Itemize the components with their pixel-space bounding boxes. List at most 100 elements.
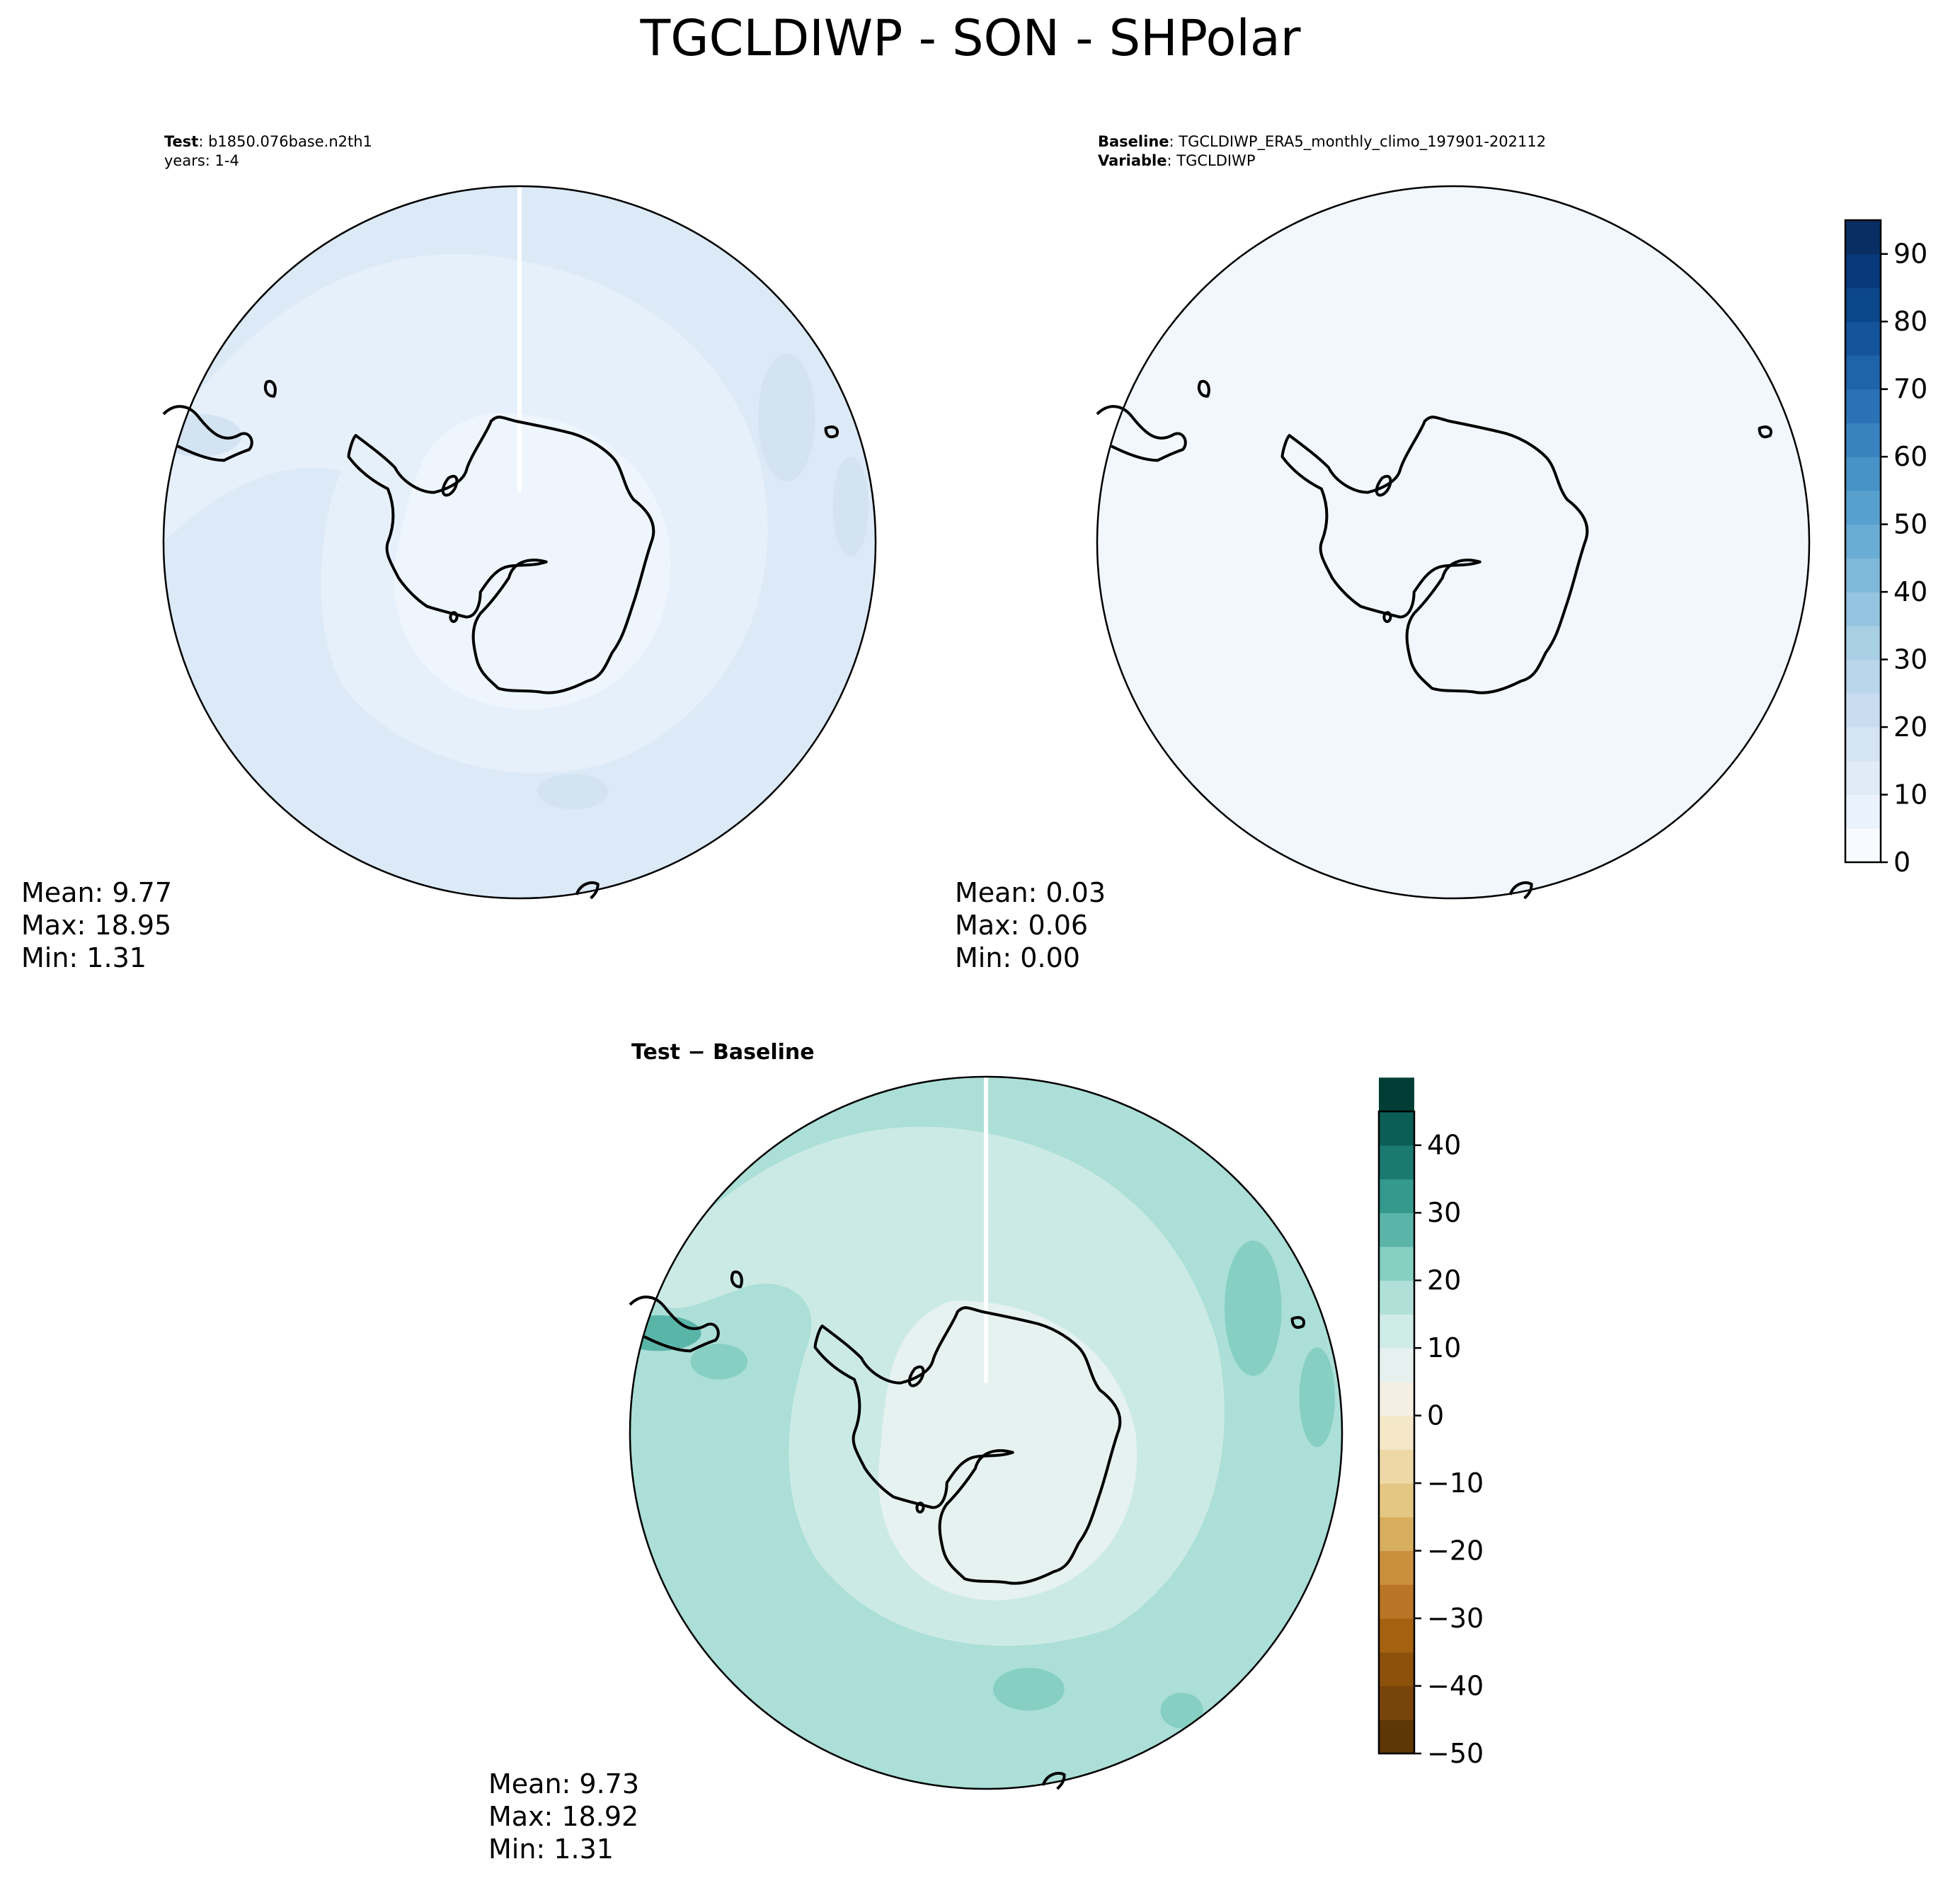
abs-colorbar-segment [1845, 253, 1881, 288]
diff-map [616, 1075, 1343, 1790]
abs-colorbar-segment [1845, 693, 1881, 728]
diff-colorbar-segment [1379, 1077, 1414, 1112]
diff-stat-max: Max: 18.92 [488, 1801, 638, 1832]
abs-colorbar-segment [1845, 794, 1881, 829]
diff-colorbar-segment [1379, 1720, 1414, 1754]
diff-colorbar-segment [1379, 1145, 1414, 1179]
diff-map-feature [630, 1315, 701, 1351]
test-map-feature [758, 353, 815, 482]
diff-colorbar-segment [1379, 1280, 1414, 1315]
abs-colorbar-segment [1845, 592, 1881, 627]
abs-colorbar-tick-label: 0 [1893, 847, 1910, 878]
diff-map-feature [1299, 1347, 1335, 1448]
abs-colorbar-segment [1845, 524, 1881, 559]
baseline-map-fill [1097, 186, 1809, 898]
figure-title: TGCLDIWP - SON - SHPolar [639, 9, 1300, 67]
baseline-label-case: : TGCLDIWP_ERA5_monthly_climo_197901-202… [1169, 133, 1547, 151]
colorbar-difference: −50 −40 −30 −20 −10 0 10 20 30 40 [1377, 1077, 1484, 1769]
diff-colorbar-tick-label: 30 [1427, 1197, 1461, 1228]
variable-label-bold: Variable [1098, 152, 1167, 169]
test-map [156, 185, 877, 900]
abs-colorbar-tick-label: 10 [1893, 779, 1927, 811]
abs-colorbar-segment [1845, 558, 1881, 593]
diff-colorbar-segment [1379, 1348, 1414, 1383]
baseline-stat-mean: Mean: 0.03 [955, 877, 1106, 908]
diff-colorbar-segment [1379, 1584, 1414, 1619]
abs-colorbar-segment [1845, 355, 1881, 390]
test-map-center [394, 413, 671, 710]
abs-colorbar-segment [1845, 220, 1881, 255]
diff-colorbar-segment [1379, 1415, 1414, 1450]
diff-colorbar-frame [1377, 1110, 1416, 1755]
diff-colorbar-segment [1379, 1618, 1414, 1653]
test-stat-min: Min: 1.31 [21, 942, 147, 973]
abs-colorbar-segment [1845, 659, 1881, 694]
abs-colorbar-tick-label: 70 [1893, 374, 1927, 405]
diff-colorbar-segment [1379, 1179, 1414, 1213]
diff-colorbar-segment [1379, 1516, 1414, 1552]
diff-colorbar-tick-label: 10 [1427, 1332, 1461, 1363]
baseline-label-bold: Baseline [1098, 133, 1169, 150]
baseline-stat-max: Max: 0.06 [955, 910, 1088, 941]
diff-colorbar-tick-label: −40 [1427, 1671, 1484, 1702]
baseline-map-boundary [1096, 185, 1811, 900]
test-map-feature [164, 413, 242, 457]
baseline-map [1096, 185, 1811, 900]
abs-colorbar-tick-label: 20 [1893, 711, 1927, 743]
test-label-case: : b1850.076base.n2th1 [198, 133, 372, 150]
test-panel: Test: b1850.076base.n2th1 years: 1-4 Mea… [21, 133, 876, 973]
diff-colorbar-segment [1379, 1483, 1414, 1518]
abs-colorbar-segment [1845, 321, 1881, 356]
baseline-panel-label: Baseline: TGCLDIWP_ERA5_monthly_climo_19… [1098, 133, 1546, 151]
diff-colorbar-segment [1379, 1111, 1414, 1146]
abs-colorbar-tick-label: 30 [1893, 644, 1927, 675]
diff-map-feature [1160, 1693, 1203, 1729]
abs-colorbar-tick-label: 90 [1893, 239, 1927, 270]
diff-map-feature [1225, 1240, 1282, 1376]
abs-colorbar-tick-label: 80 [1893, 306, 1927, 337]
diff-panel-title: Test − Baseline [631, 1040, 815, 1065]
baseline-panel: Baseline: TGCLDIWP_ERA5_monthly_climo_19… [955, 133, 1809, 973]
diff-stat-min: Min: 1.31 [488, 1833, 614, 1865]
diff-colorbar-tick-label: −50 [1427, 1738, 1484, 1769]
diff-map-feature [993, 1667, 1065, 1711]
test-stat-max: Max: 18.95 [21, 910, 171, 941]
test-label-bold: Test [164, 133, 198, 150]
test-panel-years: years: 1-4 [164, 152, 239, 169]
test-stat-mean: Mean: 9.77 [21, 877, 172, 908]
abs-colorbar-frame [1844, 219, 1882, 864]
abs-colorbar-tick-label: 60 [1893, 441, 1927, 472]
test-map-boundary [162, 185, 877, 900]
diff-colorbar-segment [1379, 1314, 1414, 1349]
variable-label-value: : TGCLDIWP [1167, 152, 1255, 169]
diff-colorbar-tick-label: 40 [1427, 1130, 1461, 1161]
diff-colorbar-segment [1379, 1550, 1414, 1585]
baseline-stat-min: Min: 0.00 [955, 942, 1080, 973]
abs-colorbar-segment [1845, 828, 1881, 863]
diff-colorbar-segment [1379, 1381, 1414, 1417]
diff-colorbar-tick-label: 0 [1427, 1400, 1444, 1431]
diff-colorbar-tick-label: −30 [1427, 1603, 1484, 1634]
abs-colorbar-segment [1845, 490, 1881, 525]
diff-map-boundary [629, 1075, 1343, 1790]
abs-colorbar-segment [1845, 287, 1881, 322]
test-map-feature [537, 773, 609, 810]
colorbar-absolute: 0 10 20 30 40 50 60 70 80 90 [1844, 219, 1927, 878]
abs-colorbar-segment [1845, 727, 1881, 762]
diff-colorbar-tick-label: −20 [1427, 1535, 1484, 1567]
diff-colorbar-segment [1379, 1449, 1414, 1484]
diff-colorbar-segment [1379, 1652, 1414, 1687]
abs-colorbar-tick-label: 40 [1893, 576, 1927, 607]
diff-colorbar-tick-label: 20 [1427, 1265, 1461, 1296]
diff-colorbar-segment [1379, 1213, 1414, 1247]
test-panel-label: Test: b1850.076base.n2th1 [164, 133, 372, 150]
diff-stat-mean: Mean: 9.73 [488, 1768, 639, 1800]
abs-colorbar-segment [1845, 625, 1881, 660]
diff-map-feature [690, 1344, 747, 1380]
test-map-feature [832, 457, 869, 557]
abs-colorbar-tick-label: 50 [1893, 509, 1927, 540]
baseline-panel-variable: Variable: TGCLDIWP [1098, 152, 1256, 169]
diff-panel: Test − Baseline Mean: 9.73 Max: 18.92 Mi… [488, 1040, 1342, 1865]
diff-colorbar-segment [1379, 1246, 1414, 1281]
